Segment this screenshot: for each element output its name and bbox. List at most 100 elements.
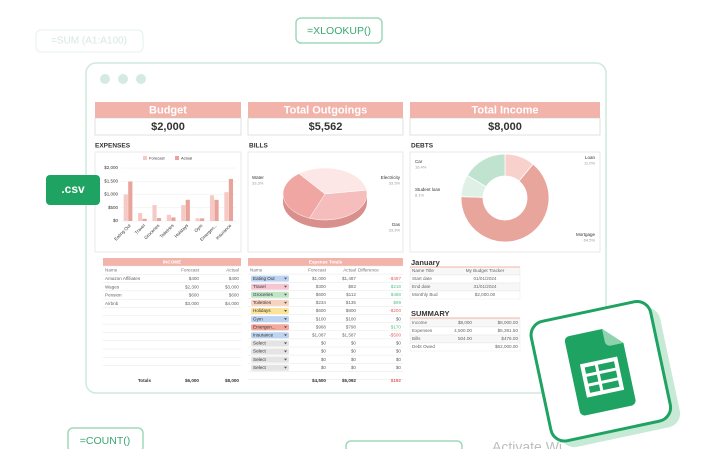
pie-value-label: 33.3% xyxy=(389,228,401,233)
table-cell: $135 xyxy=(346,300,357,305)
bar xyxy=(209,195,215,221)
y-tick-label: $1,000 xyxy=(104,192,118,197)
chart-box xyxy=(247,151,404,253)
block-title: January xyxy=(411,258,441,267)
table-cell: $8,000.00 xyxy=(498,320,519,325)
table-cell: $218 xyxy=(391,284,402,289)
section-title: BILLS xyxy=(249,143,268,150)
pie-slice xyxy=(298,167,367,195)
table-cell: My Budget Tracker xyxy=(466,268,505,273)
dropdown-arrow xyxy=(284,318,287,321)
dropdown-arrow xyxy=(284,366,287,369)
category-chip xyxy=(251,332,289,339)
icon-grid xyxy=(586,376,621,387)
window xyxy=(85,62,607,394)
legend-label: Forecast xyxy=(149,155,165,160)
table-cell: $798 xyxy=(346,324,357,329)
donut-slice xyxy=(460,163,550,243)
card-value: $8,000 xyxy=(488,121,522,133)
category-chip xyxy=(251,364,289,371)
category-chip-label: Insurance xyxy=(253,333,274,338)
card-title: Total Outgoings xyxy=(284,104,368,116)
card-header xyxy=(95,102,241,118)
donut-value-label: 11.0% xyxy=(584,161,595,166)
card-body xyxy=(247,117,404,136)
bar xyxy=(166,214,172,221)
category-chip-label: Select xyxy=(253,341,266,346)
card-value: $5,562 xyxy=(309,121,343,133)
donut-label: Student loan xyxy=(415,187,441,192)
donut-value-label: 64.5% xyxy=(584,238,596,243)
window-dot xyxy=(118,74,128,84)
legend-swatch xyxy=(175,156,179,160)
row-bg xyxy=(409,290,521,300)
category-chip xyxy=(251,308,289,314)
table-cell: $600 xyxy=(229,293,240,298)
table-cell: $170 xyxy=(391,324,402,329)
watermark: Activate Wi xyxy=(492,439,562,449)
icon-fold xyxy=(602,329,624,346)
table-cell: Airbnb xyxy=(105,301,119,306)
csv-badge-text: .csv xyxy=(61,182,85,196)
dropdown-arrow xyxy=(284,350,287,353)
legend-swatch xyxy=(143,156,147,160)
table-cell: $0 xyxy=(396,357,402,362)
table-cell: $300 xyxy=(316,284,327,289)
y-tick-label: $1,500 xyxy=(104,178,118,183)
bar xyxy=(181,205,186,221)
table-cell: $234 xyxy=(316,300,327,305)
category-chip-label: Groceries xyxy=(253,292,274,297)
x-tick-label: Gym xyxy=(193,223,203,233)
table-cell: Start date xyxy=(412,276,432,281)
column-header: Name xyxy=(250,268,263,273)
table-cell: $1,587 xyxy=(342,333,356,338)
table-cell: $5,391.50 xyxy=(498,328,519,333)
table-cell: $62,000.00 xyxy=(495,344,518,349)
category-chip xyxy=(251,299,289,306)
bar xyxy=(138,213,143,221)
legend-label: Actual xyxy=(181,155,192,160)
xlookup-tag-text: =XLOOKUP() xyxy=(307,25,371,37)
table-cell: Monthly Bud xyxy=(412,292,438,297)
sheets-icon xyxy=(529,299,681,448)
table-cell: $968 xyxy=(316,324,327,329)
column-header: Forecast xyxy=(308,268,327,273)
category-chip xyxy=(251,356,289,363)
category-chip xyxy=(251,316,289,323)
count-tag-text: =COUNT() xyxy=(80,435,130,447)
sheet: Budget $2,000 Total Outgoings $5,562 Total I… xyxy=(94,102,601,383)
table-cell: Debt Owed xyxy=(412,344,435,349)
category-chip xyxy=(251,340,289,347)
total-cell: $4,500 xyxy=(312,378,326,383)
table-cell: 31/01/2024 xyxy=(474,284,497,289)
bar xyxy=(123,194,128,221)
donut-label: Mortgage xyxy=(576,232,596,237)
table-cell: $2,300 xyxy=(185,284,199,289)
category-chip xyxy=(251,324,289,331)
table-cell: $1,487 xyxy=(342,276,356,281)
column-header: Difference xyxy=(358,268,379,273)
bar xyxy=(171,217,176,221)
y-tick-label: $500 xyxy=(108,205,119,210)
table-cell: $488 xyxy=(391,292,402,297)
column-header: Forecast xyxy=(181,268,200,273)
column-header: Name xyxy=(105,268,118,273)
dropdown-arrow xyxy=(284,334,287,337)
table-cell: $100 xyxy=(316,316,327,321)
table-cell: $3,000 xyxy=(185,301,199,306)
donut-slice xyxy=(466,153,506,188)
table-cell: $1,000 xyxy=(312,276,326,281)
dropdown-arrow xyxy=(284,285,287,288)
table-cell: 4,500.00 xyxy=(454,328,472,333)
table-cell: $0 xyxy=(351,365,357,370)
table-cell: $0 xyxy=(321,365,327,370)
total-cell: $8,000 xyxy=(225,378,239,383)
table-cell: $0 xyxy=(351,357,357,362)
category-chip-label: Travel xyxy=(253,284,266,289)
bar xyxy=(156,218,162,221)
category-chip xyxy=(251,291,289,298)
table-cell: $1,087 xyxy=(312,333,326,338)
xlookup-tag xyxy=(295,17,383,44)
